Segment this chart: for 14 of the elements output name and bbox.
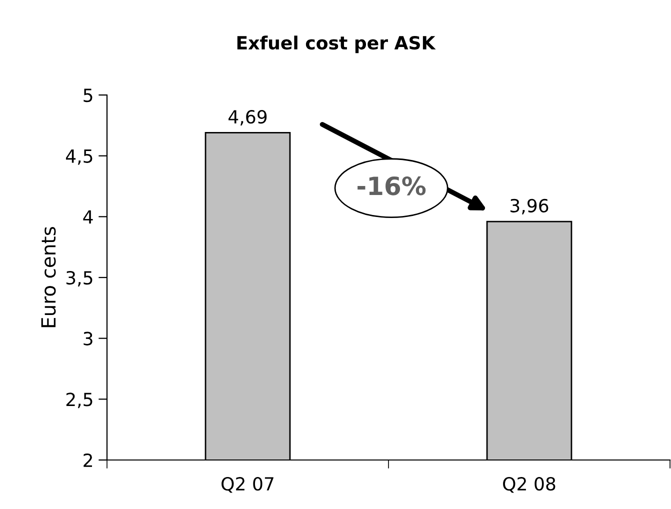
y-tick-label: 2 (84, 453, 92, 467)
chart-title: Exfuel cost per ASK (237, 36, 436, 54)
x-tick-label: Q2 08 (503, 476, 556, 493)
x-tick-label: Q2 07 (222, 476, 274, 493)
y-tick-label: 3 (84, 332, 92, 346)
y-tick-label: 2,5 (66, 392, 92, 408)
data-label: 3,96 (510, 198, 548, 214)
y-tick-label: 3,5 (66, 270, 92, 286)
y-tick-label: 5 (84, 88, 92, 102)
y-tick-label: 4 (83, 210, 93, 224)
y-axis-title: Euro cents (41, 226, 56, 328)
annotation: -16% (358, 176, 426, 196)
y-tick-label: 4,5 (66, 150, 92, 165)
data-label: 4,69 (228, 110, 267, 126)
